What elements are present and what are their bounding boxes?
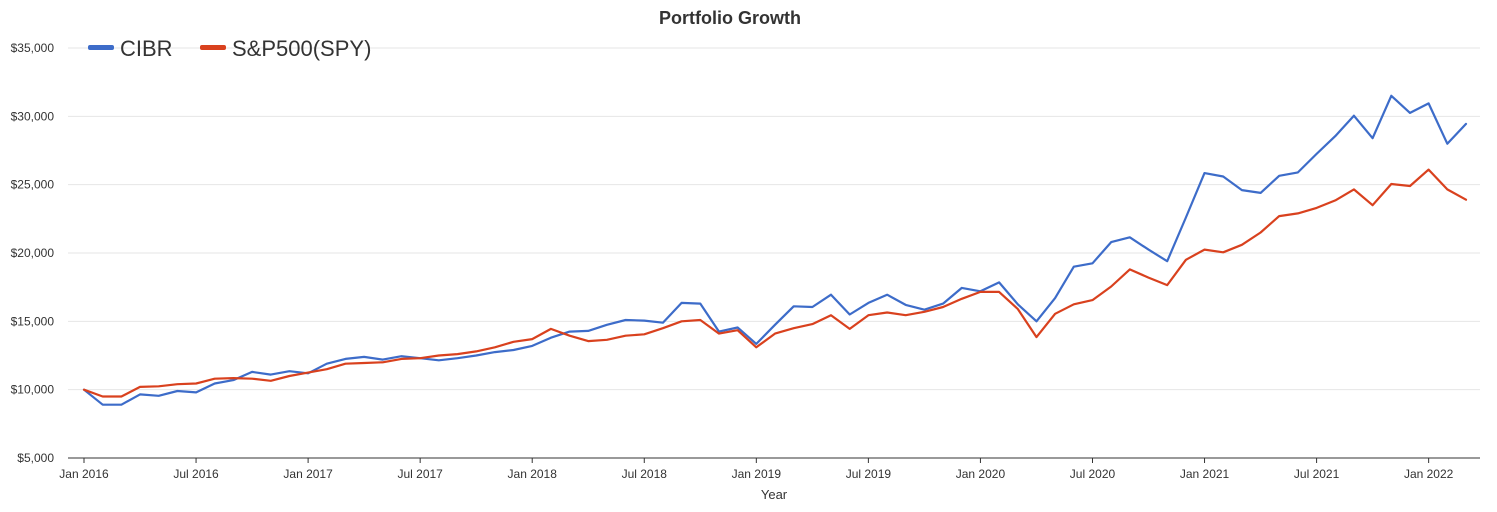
x-tick-label: Jul 2020 [1070, 467, 1116, 481]
y-tick-label: $35,000 [11, 41, 55, 55]
x-tick-label: Jul 2017 [397, 467, 443, 481]
x-tick-label: Jan 2020 [956, 467, 1006, 481]
x-axis-label: Year [761, 487, 788, 502]
y-tick-label: $25,000 [11, 178, 55, 192]
x-tick-label: Jan 2022 [1404, 467, 1454, 481]
x-tick-label: Jan 2018 [508, 467, 558, 481]
chart-title: Portfolio Growth [659, 8, 801, 28]
x-tick-label: Jul 2019 [846, 467, 892, 481]
y-axis-ticks: $5,000 $10,000 $15,000 $20,000 $25,000 $30,00… [11, 41, 55, 465]
x-tick-label: Jul 2018 [622, 467, 668, 481]
series-line-spy[interactable] [84, 170, 1466, 397]
chart-canvas: Portfolio Growth $5,000 $10,000 $15,000 $20… [0, 0, 1497, 512]
legend-swatch [88, 45, 114, 50]
y-tick-label: $20,000 [11, 246, 55, 260]
y-tick-label: $10,000 [11, 383, 55, 397]
legend-item-cibr[interactable]: CIBR [88, 36, 173, 61]
series-line-cibr[interactable] [84, 96, 1466, 405]
series-lines [84, 96, 1466, 405]
x-tick-label: Jan 2021 [1180, 467, 1230, 481]
y-tick-label: $5,000 [17, 451, 54, 465]
x-tick-label: Jul 2016 [173, 467, 219, 481]
x-tick-label: Jan 2017 [283, 467, 333, 481]
legend-label: CIBR [120, 36, 173, 61]
x-tick-label: Jan 2019 [732, 467, 782, 481]
x-tick-label: Jul 2021 [1294, 467, 1340, 481]
x-axis-ticks: Jan 2016 Jul 2016 Jan 2017 Jul 2017 Jan 2018… [59, 458, 1453, 481]
y-tick-label: $30,000 [11, 109, 55, 123]
legend-item-spy[interactable]: S&P500(SPY) [200, 36, 371, 61]
y-tick-label: $15,000 [11, 314, 55, 328]
x-tick-label: Jan 2016 [59, 467, 109, 481]
legend-label: S&P500(SPY) [232, 36, 371, 61]
portfolio-growth-chart: Portfolio Growth $5,000 $10,000 $15,000 $20… [0, 0, 1497, 512]
legend-swatch [200, 45, 226, 50]
grid-lines [68, 48, 1480, 390]
